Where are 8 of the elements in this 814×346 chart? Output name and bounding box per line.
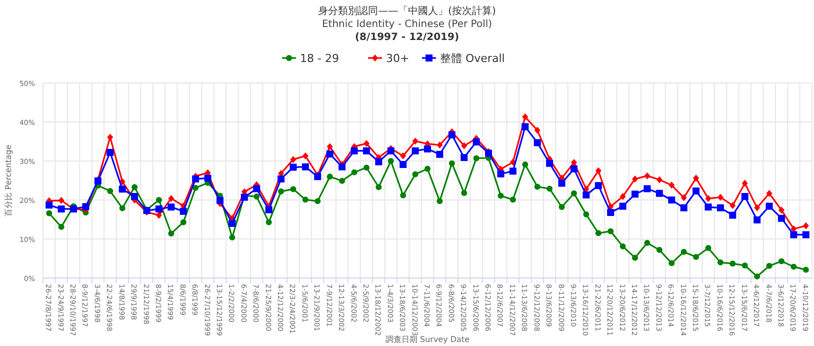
chart-subtitle: Ethnic Identity - Chinese (Per Poll)	[322, 19, 492, 30]
y-axis-title: 百分比 Percentage	[4, 144, 13, 216]
chart-title: 身分類別認同——「中國人」(按次計算)	[318, 5, 496, 17]
x-axis-title: 調查日期 Survey Date	[385, 335, 470, 344]
legend-label: 整體 Overall	[440, 52, 505, 65]
legend-label: 30+	[386, 52, 410, 65]
legend-label: 18 - 29	[300, 52, 339, 65]
text: (8/1997 - 12/2019)	[354, 32, 460, 43]
